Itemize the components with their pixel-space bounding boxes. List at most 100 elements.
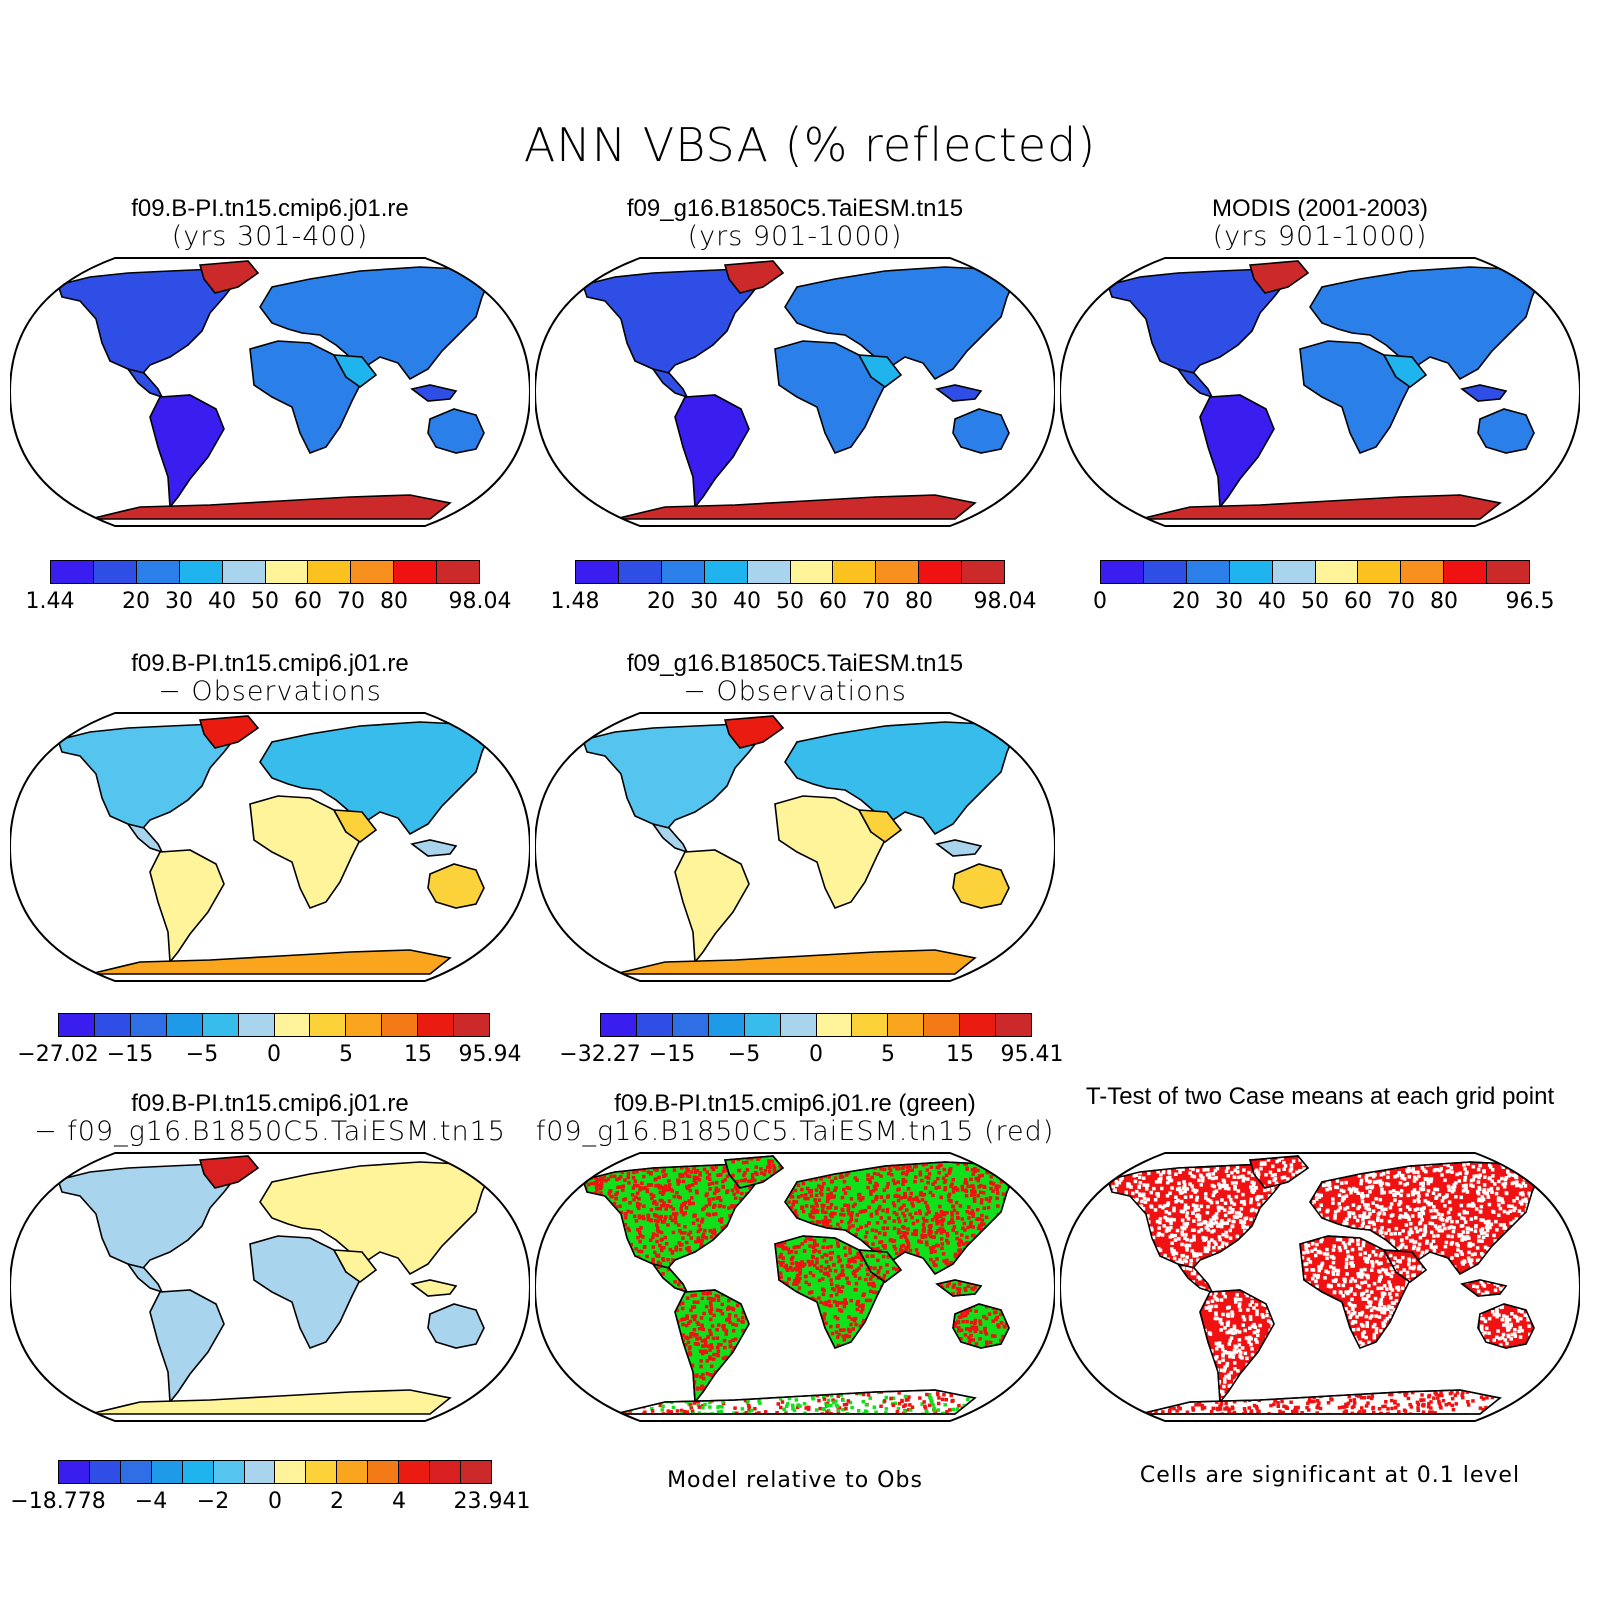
grid-cell bbox=[684, 1260, 688, 1264]
grid-cell bbox=[1363, 1203, 1367, 1207]
grid-cell bbox=[638, 1395, 643, 1399]
grid-cell bbox=[1246, 1308, 1250, 1312]
grid-cell bbox=[958, 1252, 962, 1256]
grid-cell bbox=[1412, 1244, 1417, 1249]
grid-cell bbox=[1230, 1200, 1234, 1205]
grid-cell bbox=[741, 1373, 745, 1377]
grid-cell bbox=[821, 1219, 825, 1224]
grid-cell bbox=[1008, 1269, 1012, 1273]
grid-cell bbox=[1522, 1239, 1526, 1244]
grid-cell bbox=[1177, 1181, 1181, 1186]
grid-cell bbox=[706, 1266, 710, 1270]
grid-cell bbox=[1255, 1360, 1259, 1364]
grid-cell bbox=[1161, 1169, 1166, 1173]
grid-cell bbox=[1494, 1191, 1499, 1196]
grid-cell bbox=[653, 1394, 658, 1399]
grid-cell bbox=[1207, 1383, 1211, 1388]
grid-cell bbox=[860, 1245, 864, 1250]
grid-cell bbox=[585, 1260, 590, 1265]
grid-cell bbox=[688, 1249, 692, 1254]
grid-cell bbox=[692, 1254, 697, 1258]
grid-cell bbox=[814, 1408, 819, 1412]
grid-cell bbox=[1124, 1218, 1129, 1223]
grid-cell bbox=[629, 1404, 634, 1409]
grid-cell bbox=[815, 1204, 819, 1208]
grid-cell bbox=[878, 1333, 883, 1338]
grid-cell bbox=[1232, 1215, 1237, 1219]
grid-cell bbox=[1208, 1261, 1212, 1265]
grid-cell bbox=[662, 1220, 666, 1224]
grid-cell bbox=[831, 1194, 836, 1198]
grid-cell bbox=[886, 1194, 890, 1198]
grid-cell bbox=[809, 1262, 814, 1266]
grid-cell bbox=[794, 1167, 799, 1171]
grid-cell bbox=[1171, 1252, 1176, 1256]
grid-cell bbox=[922, 1219, 927, 1223]
grid-cell bbox=[867, 1205, 871, 1209]
grid-cell bbox=[754, 1212, 758, 1216]
grid-cell bbox=[1166, 1227, 1170, 1231]
grid-cell bbox=[1198, 1252, 1203, 1256]
landmass-eurasia bbox=[259, 721, 492, 836]
grid-cell bbox=[1210, 1349, 1214, 1353]
grid-cell bbox=[655, 1233, 659, 1238]
grid-cell bbox=[730, 1290, 735, 1295]
grid-cell bbox=[854, 1241, 859, 1246]
grid-cell bbox=[745, 1351, 749, 1355]
grid-cell bbox=[912, 1271, 917, 1274]
grid-cell bbox=[1212, 1221, 1216, 1226]
grid-cell bbox=[687, 1347, 692, 1351]
grid-cell bbox=[793, 1211, 798, 1216]
grid-cell bbox=[927, 1229, 932, 1233]
grid-cell bbox=[1163, 1215, 1167, 1220]
colorbar-swatch bbox=[672, 1014, 709, 1036]
grid-cell bbox=[692, 1305, 697, 1309]
grid-cell bbox=[882, 1199, 886, 1203]
grid-cell bbox=[1440, 1229, 1444, 1233]
colorbar-label: 20 bbox=[1172, 589, 1200, 614]
colorbar-swatch bbox=[1401, 561, 1445, 583]
colorbar bbox=[1100, 560, 1530, 584]
grid-cell bbox=[1489, 1165, 1493, 1169]
grid-cell bbox=[615, 1227, 619, 1232]
grid-cell bbox=[659, 1230, 664, 1235]
grid-cell bbox=[886, 1182, 890, 1186]
grid-cell bbox=[1276, 1223, 1280, 1228]
grid-cell bbox=[883, 1244, 887, 1248]
grid-cell bbox=[1268, 1372, 1272, 1376]
colorbar-label: 23.941 bbox=[453, 1489, 531, 1514]
grid-cell bbox=[1277, 1235, 1281, 1239]
grid-cell bbox=[661, 1186, 665, 1190]
grid-cell bbox=[965, 1167, 969, 1171]
grid-cell bbox=[1235, 1329, 1239, 1333]
grid-cell bbox=[712, 1313, 716, 1318]
grid-cell bbox=[1228, 1273, 1233, 1274]
grid-cell bbox=[993, 1334, 997, 1338]
grid-cell bbox=[1251, 1379, 1256, 1383]
grid-cell bbox=[608, 1189, 612, 1193]
grid-cell bbox=[1269, 1197, 1274, 1202]
grid-cell bbox=[1229, 1370, 1233, 1375]
grid-cell bbox=[986, 1205, 991, 1210]
grid-cell bbox=[704, 1304, 709, 1309]
grid-cell bbox=[888, 1168, 893, 1172]
grid-cell bbox=[795, 1282, 799, 1286]
grid-cell bbox=[588, 1260, 592, 1264]
grid-cell bbox=[1263, 1188, 1267, 1193]
grid-cell bbox=[1000, 1261, 1005, 1266]
grid-cell bbox=[854, 1322, 858, 1327]
grid-cell bbox=[1350, 1229, 1355, 1234]
grid-cell bbox=[778, 1312, 783, 1317]
grid-cell bbox=[733, 1273, 737, 1274]
grid-cell bbox=[924, 1270, 928, 1274]
grid-cell bbox=[935, 1222, 939, 1226]
grid-cell bbox=[662, 1246, 666, 1250]
grid-cell bbox=[804, 1280, 808, 1285]
grid-cell bbox=[971, 1189, 975, 1194]
grid-cell bbox=[695, 1169, 700, 1173]
grid-cell bbox=[1229, 1328, 1234, 1332]
grid-cell bbox=[811, 1205, 816, 1210]
panel-case1-minus-case2: f09.B-PI.tn15.cmip6.j01.re − f09_g16.B18… bbox=[0, 1090, 540, 1540]
grid-cell bbox=[595, 1222, 599, 1227]
grid-cell bbox=[693, 1293, 698, 1297]
